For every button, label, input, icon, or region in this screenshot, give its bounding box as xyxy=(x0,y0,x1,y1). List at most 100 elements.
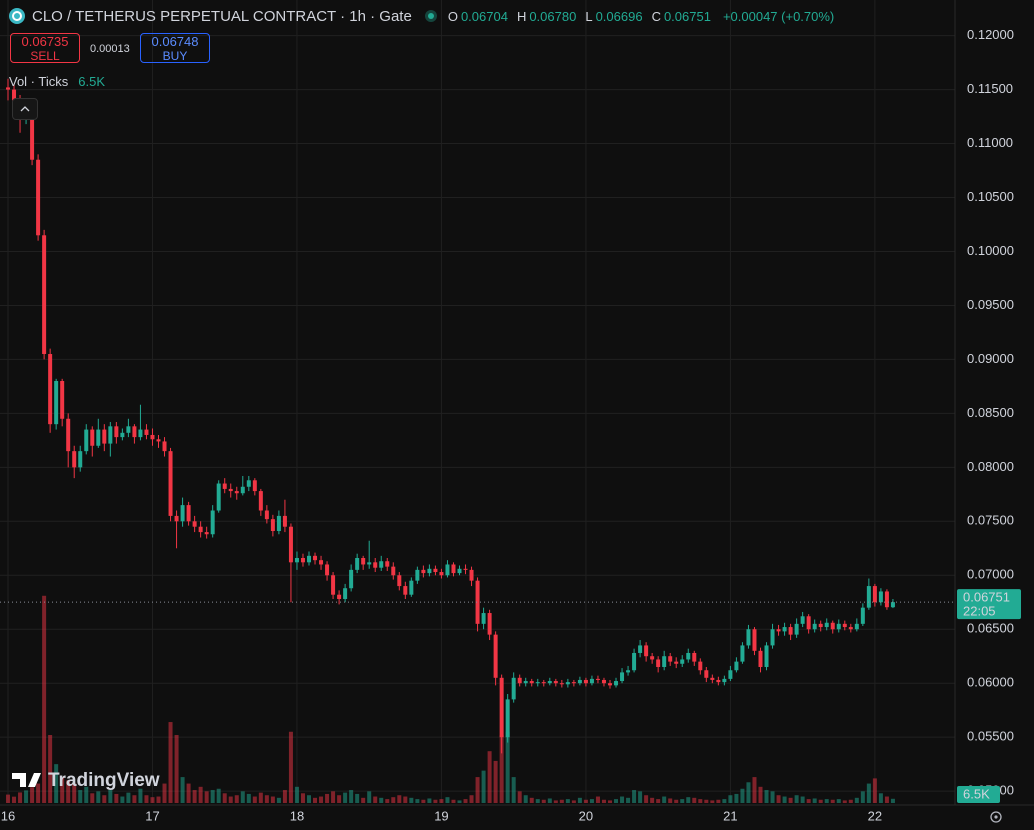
y-tick-label: 0.09500 xyxy=(967,297,1014,312)
candle-body xyxy=(192,521,197,527)
candle-body xyxy=(511,677,516,700)
candle-body xyxy=(379,561,384,568)
volume-bar xyxy=(72,783,77,803)
volume-bar xyxy=(818,799,823,803)
candle-body xyxy=(307,555,311,563)
volume-bar xyxy=(499,735,504,803)
volume-bar xyxy=(252,796,257,803)
candle-body xyxy=(36,159,41,236)
y-tick-label: 0.07500 xyxy=(967,513,1014,528)
buy-price[interactable]: 0.06748 xyxy=(151,34,199,49)
candle-body xyxy=(96,429,101,446)
candle-body xyxy=(577,679,582,684)
candle-body xyxy=(686,652,691,660)
candle-body xyxy=(764,645,769,668)
candle-body xyxy=(860,607,865,624)
volume-bar xyxy=(559,799,564,803)
volume-bar xyxy=(842,800,847,803)
gear-center[interactable] xyxy=(994,815,998,819)
candle-body xyxy=(878,591,883,603)
volume-bar xyxy=(824,799,829,803)
candle-body xyxy=(102,429,107,444)
volume-bar xyxy=(475,777,480,803)
last-price-box xyxy=(957,589,1021,620)
chevron[interactable] xyxy=(13,99,37,119)
volume-bar xyxy=(246,793,251,803)
volume-bar xyxy=(319,796,324,803)
candle-body xyxy=(559,683,564,685)
candle-body xyxy=(409,580,414,595)
volume-bar xyxy=(120,796,125,803)
volume-bar xyxy=(704,799,709,803)
volume-bar xyxy=(866,783,871,803)
candle-body xyxy=(758,650,763,668)
candle-body xyxy=(547,681,552,684)
candle-body xyxy=(294,557,299,563)
symbol-title[interactable]: CLO / TETHERUS PERPETUAL CONTRACT · 1h ·… xyxy=(32,7,412,25)
volume-bar xyxy=(614,799,619,803)
candle-body xyxy=(505,699,510,738)
volume-bar xyxy=(728,795,733,803)
candle-body xyxy=(186,505,191,522)
gear[interactable] xyxy=(990,811,1002,823)
volume-bar xyxy=(674,799,679,803)
volume-bar xyxy=(343,792,348,803)
volume-bar xyxy=(108,790,113,803)
candle-body xyxy=(415,569,420,581)
candle-body xyxy=(114,426,119,438)
candle-body xyxy=(252,480,257,492)
volume-bar xyxy=(294,786,299,803)
volume-bar xyxy=(608,800,612,803)
volume-bar xyxy=(300,793,305,803)
candle-body xyxy=(288,526,293,563)
volume-bar xyxy=(234,795,239,803)
candle-body xyxy=(848,627,853,630)
volume-bar xyxy=(740,788,745,803)
volume-bar xyxy=(439,799,444,803)
candle-body xyxy=(782,627,787,632)
volume-bar xyxy=(307,795,311,803)
candle-body xyxy=(794,623,799,635)
candle-body xyxy=(264,510,269,520)
volume-bar xyxy=(848,799,853,803)
volume-bar xyxy=(36,783,41,803)
volume-bar xyxy=(638,791,643,803)
candle-body xyxy=(78,451,83,468)
candle-body xyxy=(300,557,305,563)
volume-bar xyxy=(632,790,637,803)
volume-bar xyxy=(776,795,781,803)
candle-body xyxy=(589,678,594,684)
ohlc-value: 0.06751 xyxy=(663,8,711,24)
volume-bar xyxy=(216,788,221,803)
volume-bar xyxy=(228,796,233,803)
sell-price[interactable]: 0.06735 xyxy=(21,34,69,49)
spread: 0.00013 xyxy=(90,43,130,55)
candle-body xyxy=(168,451,173,516)
buy-label[interactable]: BUY xyxy=(162,49,188,63)
candle-body xyxy=(12,89,17,101)
volume-bar xyxy=(114,793,119,803)
candle-body xyxy=(523,681,528,684)
x-tick-label: 16 xyxy=(1,808,15,823)
buy-button[interactable]: 0.06748 BUY xyxy=(140,33,210,63)
sell-label[interactable]: SELL xyxy=(30,49,60,63)
volume-bar xyxy=(553,800,558,803)
candle-body xyxy=(427,568,432,574)
volume-bar xyxy=(710,800,715,803)
candle-body xyxy=(210,510,215,535)
volume-bar xyxy=(258,792,263,803)
collapse-button[interactable] xyxy=(12,98,38,120)
candle-body xyxy=(824,622,829,628)
volume-bar xyxy=(361,797,366,803)
volume-bar xyxy=(668,798,673,803)
volume-bar xyxy=(529,797,534,803)
sell-button[interactable]: 0.06735 SELL xyxy=(10,33,80,63)
settings-icon[interactable] xyxy=(990,811,1002,823)
candle-body xyxy=(6,87,10,90)
y-tick-label: 0.06000 xyxy=(967,675,1014,690)
candle-body xyxy=(890,602,895,608)
candle-body xyxy=(246,480,251,487)
volume-bar xyxy=(445,797,450,803)
volume-bar xyxy=(90,793,95,803)
candle-body xyxy=(457,568,462,574)
